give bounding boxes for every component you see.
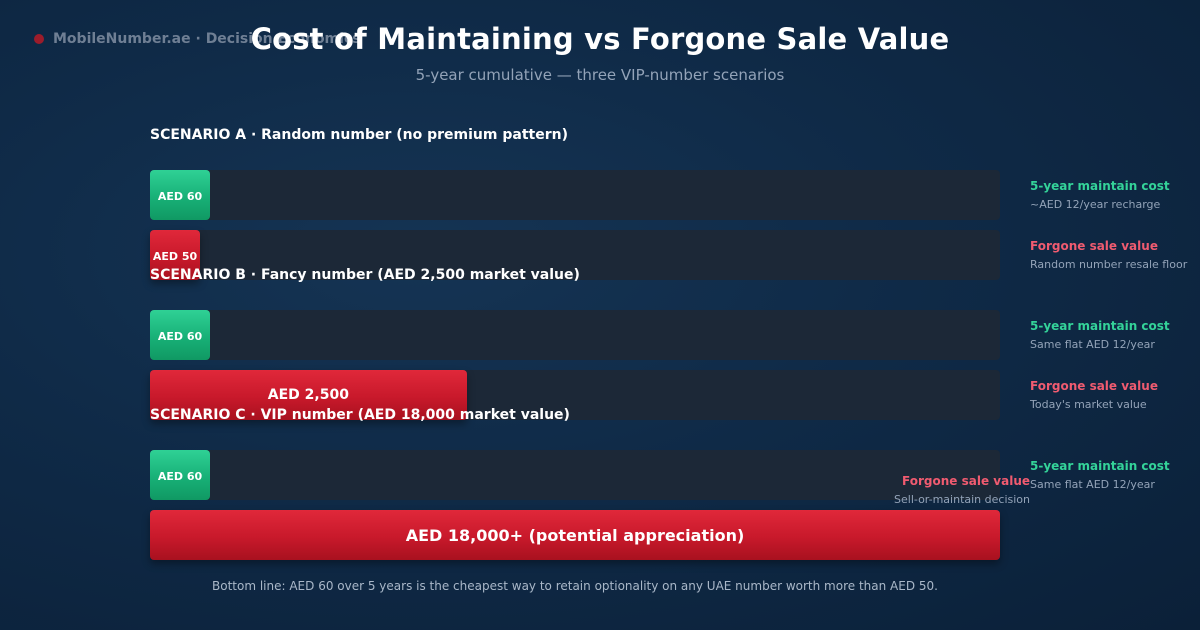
scenario-b-maintain-note: Same flat AED 12/year xyxy=(1030,338,1155,351)
scenario-c-forgone-bar: AED 18,000+ (potential appreciation) xyxy=(150,510,1000,560)
footer-note: Bottom line: AED 60 over 5 years is the … xyxy=(212,579,938,593)
chart-title: Cost of Maintaining vs Forgone Sale Valu… xyxy=(250,22,950,56)
brand-dot-icon xyxy=(34,34,44,44)
scenario-a-forgone-value-label: AED 50 xyxy=(152,250,198,263)
scenario-a-maintain-bar: AED 60 xyxy=(150,170,210,220)
scenario-a-maintain-value-label: AED 60 xyxy=(157,189,203,203)
scenario-a-maintain-note: ~AED 12/year recharge xyxy=(1030,198,1161,211)
scenario-c-maintain-value-label: AED 60 xyxy=(157,469,203,483)
scenario-a-forgone-bar: AED 50 xyxy=(150,230,200,280)
scenario-a-forgone-track xyxy=(150,230,1000,280)
scenario-c-maintain-title: 5-year maintain cost xyxy=(1030,459,1170,473)
scenario-b-maintain-track xyxy=(150,310,1000,360)
scenario-b-forgone-bar: AED 2,500 xyxy=(150,370,467,420)
scenario-b-forgone-title: Forgone sale value xyxy=(1030,379,1158,393)
scenario-c-forgone-note: Sell-or-maintain decision xyxy=(894,493,1030,506)
scenario-c-maintain-track xyxy=(150,450,1000,500)
scenario-c-forgone-value-label: AED 18,000+ (potential appreciation) xyxy=(405,525,745,545)
scenario-a-forgone-note: Random number resale floor xyxy=(1030,258,1188,271)
scenario-b-maintain-bar: AED 60 xyxy=(150,310,210,360)
scenario-c-forgone-title: Forgone sale value xyxy=(902,474,1030,488)
scenario-b-maintain-title: 5-year maintain cost xyxy=(1030,319,1170,333)
scenario-b-forgone-value-label: AED 2,500 xyxy=(267,387,349,403)
scenario-c-maintain-bar: AED 60 xyxy=(150,450,210,500)
scenario-a-maintain-track xyxy=(150,170,1000,220)
scenario-a-maintain-title: 5-year maintain cost xyxy=(1030,179,1170,193)
scenario-b-forgone-note: Today's market value xyxy=(1030,398,1147,411)
brand-text: MobileNumber.ae · Decision Economics xyxy=(53,31,361,47)
brand: MobileNumber.ae · Decision Economics xyxy=(34,31,361,47)
scenario-b-maintain-value-label: AED 60 xyxy=(157,329,203,343)
scenario-a-label: SCENARIO A · Random number (no premium p… xyxy=(150,127,568,143)
scenario-c-label: SCENARIO C · VIP number (AED 18,000 mark… xyxy=(150,407,570,423)
scenario-b-label: SCENARIO B · Fancy number (AED 2,500 mar… xyxy=(150,267,580,283)
scenario-c-maintain-note: Same flat AED 12/year xyxy=(1030,478,1155,491)
scenario-a-forgone-title: Forgone sale value xyxy=(1030,239,1158,253)
chart-subtitle: 5-year cumulative — three VIP-number sce… xyxy=(415,66,785,84)
